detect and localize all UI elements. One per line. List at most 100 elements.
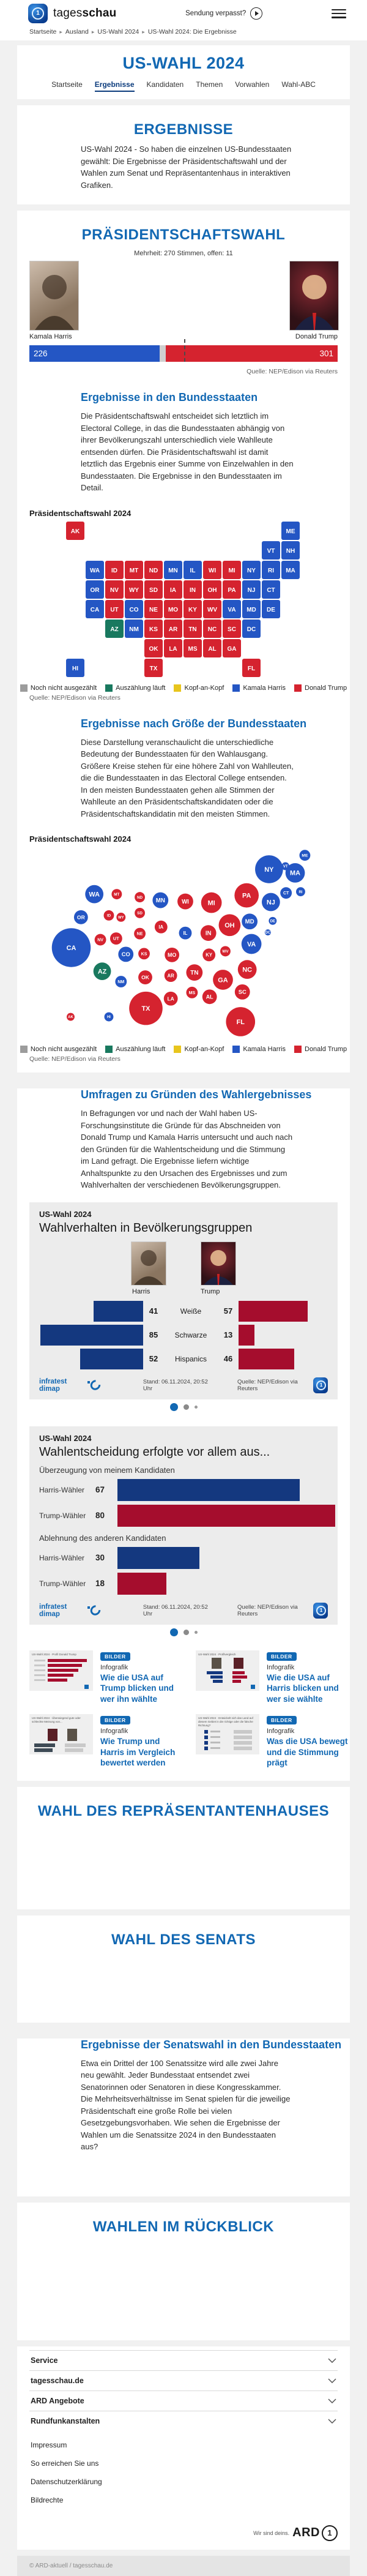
- cartogram-state-IN[interactable]: IN: [200, 925, 217, 942]
- state-TX[interactable]: TX: [144, 658, 163, 677]
- state-OH[interactable]: OH: [203, 580, 221, 599]
- cartogram-state-MT[interactable]: MT: [111, 889, 122, 900]
- cartogram-state-MO[interactable]: MO: [165, 947, 180, 962]
- footer-link-so-erreichen-sie-uns[interactable]: So erreichen Sie uns: [31, 2458, 99, 2468]
- state-CO[interactable]: CO: [125, 599, 143, 618]
- breadcrumb-item[interactable]: US-Wahl 2024: Die Ergebnisse: [147, 28, 237, 36]
- state-VT[interactable]: VT: [262, 541, 280, 560]
- cartogram-state-NV[interactable]: NV: [94, 934, 106, 946]
- state-GA[interactable]: GA: [223, 638, 241, 657]
- state-FL[interactable]: FL: [242, 658, 261, 677]
- state-KY[interactable]: KY: [184, 599, 202, 618]
- cartogram-state-MS[interactable]: MS: [186, 986, 198, 998]
- cartogram-state-CT[interactable]: CT: [280, 887, 292, 899]
- cartogram-state-PA[interactable]: PA: [234, 883, 259, 908]
- tab-startseite[interactable]: Startseite: [51, 80, 83, 89]
- footer-link-impressum[interactable]: Impressum: [31, 2440, 67, 2449]
- teaser-card[interactable]: US-Wahl 2024 · Profilvergleich BILDER Info…: [196, 1650, 350, 1705]
- cartogram-state-IA[interactable]: IA: [154, 920, 168, 934]
- state-AL[interactable]: AL: [203, 638, 221, 657]
- cartogram-state-AR[interactable]: AR: [164, 969, 177, 982]
- state-OR[interactable]: OR: [86, 580, 104, 599]
- tab-ergebnisse[interactable]: Ergebnisse: [94, 80, 135, 92]
- cartogram-state-SC[interactable]: SC: [234, 984, 250, 1000]
- cartogram-state-DE[interactable]: DE: [269, 916, 277, 925]
- brand-wordmark[interactable]: tagesschau: [53, 7, 116, 20]
- cartogram-state-ME[interactable]: ME: [299, 850, 311, 861]
- cartogram-state-OR[interactable]: OR: [73, 910, 88, 924]
- state-KS[interactable]: KS: [144, 619, 163, 638]
- footer-link-datenschutzerkl-rung[interactable]: Datenschutzerklärung: [31, 2477, 102, 2486]
- footer-accordion-service[interactable]: Service: [29, 2349, 338, 2370]
- state-ND[interactable]: ND: [144, 560, 163, 579]
- teaser-title-link[interactable]: Wie die USA auf Harris blicken und wer s…: [267, 1672, 339, 1704]
- state-ID[interactable]: ID: [105, 560, 124, 579]
- state-MO[interactable]: MO: [164, 599, 182, 618]
- state-NH[interactable]: NH: [281, 541, 300, 560]
- breadcrumb-item[interactable]: Startseite: [29, 28, 57, 36]
- state-SD[interactable]: SD: [144, 580, 163, 599]
- tab-wahl-abc[interactable]: Wahl-ABC: [281, 80, 316, 89]
- us-states-cartogram[interactable]: MEVTNHNYMAWAMTNDMNWIMIPANJCTRIORIDWYSDIA…: [31, 846, 336, 1041]
- state-OK[interactable]: OK: [144, 638, 163, 657]
- cartogram-state-WV[interactable]: WV: [220, 946, 231, 957]
- state-WV[interactable]: WV: [203, 599, 221, 618]
- state-IN[interactable]: IN: [184, 580, 202, 599]
- teaser-thumbnail[interactable]: US-Wahl 2024 · Überwiegend gute oder sch…: [29, 1714, 93, 1755]
- state-MT[interactable]: MT: [125, 560, 143, 579]
- tab-kandidaten[interactable]: Kandidaten: [146, 80, 184, 89]
- state-NE[interactable]: NE: [144, 599, 163, 618]
- us-states-map[interactable]: AK ME VT NH WA ID MT ND MN IL WI MI NY RI MA OR NV WY SD IA…: [31, 520, 336, 680]
- state-NV[interactable]: NV: [105, 580, 124, 599]
- state-WY[interactable]: WY: [125, 580, 143, 599]
- state-AZ[interactable]: AZ: [105, 619, 124, 638]
- footer-accordion-tagesschau-de[interactable]: tagesschau.de: [29, 2370, 338, 2391]
- state-NM[interactable]: NM: [125, 619, 143, 638]
- state-NJ[interactable]: NJ: [242, 580, 261, 599]
- state-NY[interactable]: NY: [242, 560, 261, 579]
- cartogram-state-NJ[interactable]: NJ: [261, 893, 280, 912]
- teaser-title-link[interactable]: Was die USA bewegt und die Stimmung präg…: [267, 1737, 348, 1768]
- cartogram-state-NC[interactable]: NC: [237, 960, 257, 979]
- cartogram-state-ID[interactable]: ID: [103, 910, 114, 921]
- state-IL[interactable]: IL: [184, 560, 202, 579]
- state-TN[interactable]: TN: [184, 619, 202, 638]
- cartogram-state-CA[interactable]: CA: [51, 928, 91, 967]
- state-DC[interactable]: DC: [242, 619, 261, 638]
- play-icon[interactable]: [250, 7, 263, 20]
- cartogram-state-MD[interactable]: MD: [242, 913, 258, 930]
- tagesschau-logo[interactable]: 1: [28, 4, 48, 23]
- cartogram-state-GA[interactable]: GA: [213, 970, 233, 990]
- carousel-dot[interactable]: [183, 1404, 189, 1410]
- teaser-card[interactable]: US-Wahl 2024 · Entwickelt sich das Land …: [196, 1714, 350, 1769]
- carousel-dot[interactable]: [183, 1630, 189, 1635]
- cartogram-state-WI[interactable]: WI: [177, 893, 193, 910]
- cartogram-state-WA[interactable]: WA: [85, 885, 104, 904]
- state-AR[interactable]: AR: [164, 619, 182, 638]
- state-MD[interactable]: MD: [242, 599, 261, 618]
- cartogram-state-VA[interactable]: VA: [241, 934, 262, 954]
- state-MI[interactable]: MI: [223, 560, 241, 579]
- state-CA[interactable]: CA: [86, 599, 104, 618]
- state-CT[interactable]: CT: [262, 580, 280, 599]
- state-MA[interactable]: MA: [281, 560, 300, 579]
- cartogram-state-MA[interactable]: MA: [285, 863, 305, 883]
- cartogram-state-NE[interactable]: NE: [134, 927, 146, 940]
- state-WA[interactable]: WA: [86, 560, 104, 579]
- state-MN[interactable]: MN: [164, 560, 182, 579]
- teaser-card[interactable]: US-Wahl 2024 · Profil Donald Trump BILDER…: [29, 1650, 184, 1705]
- cartogram-state-TX[interactable]: TX: [129, 991, 163, 1025]
- cartogram-state-IL[interactable]: IL: [179, 926, 192, 940]
- cartogram-state-NY[interactable]: NY: [255, 855, 283, 883]
- carousel-dot[interactable]: [194, 1631, 198, 1634]
- state-MS[interactable]: MS: [184, 638, 202, 657]
- state-IA[interactable]: IA: [164, 580, 182, 599]
- state-ME[interactable]: ME: [281, 521, 300, 540]
- cartogram-state-SD[interactable]: SD: [135, 907, 146, 918]
- state-AK[interactable]: AK: [66, 521, 84, 540]
- state-SC[interactable]: SC: [223, 619, 241, 638]
- cartogram-state-HI[interactable]: HI: [104, 1012, 114, 1022]
- cartogram-state-OH[interactable]: OH: [218, 914, 241, 937]
- cartogram-state-WY[interactable]: WY: [116, 912, 126, 922]
- teaser-thumbnail[interactable]: US-Wahl 2024 · Profilvergleich: [196, 1650, 259, 1691]
